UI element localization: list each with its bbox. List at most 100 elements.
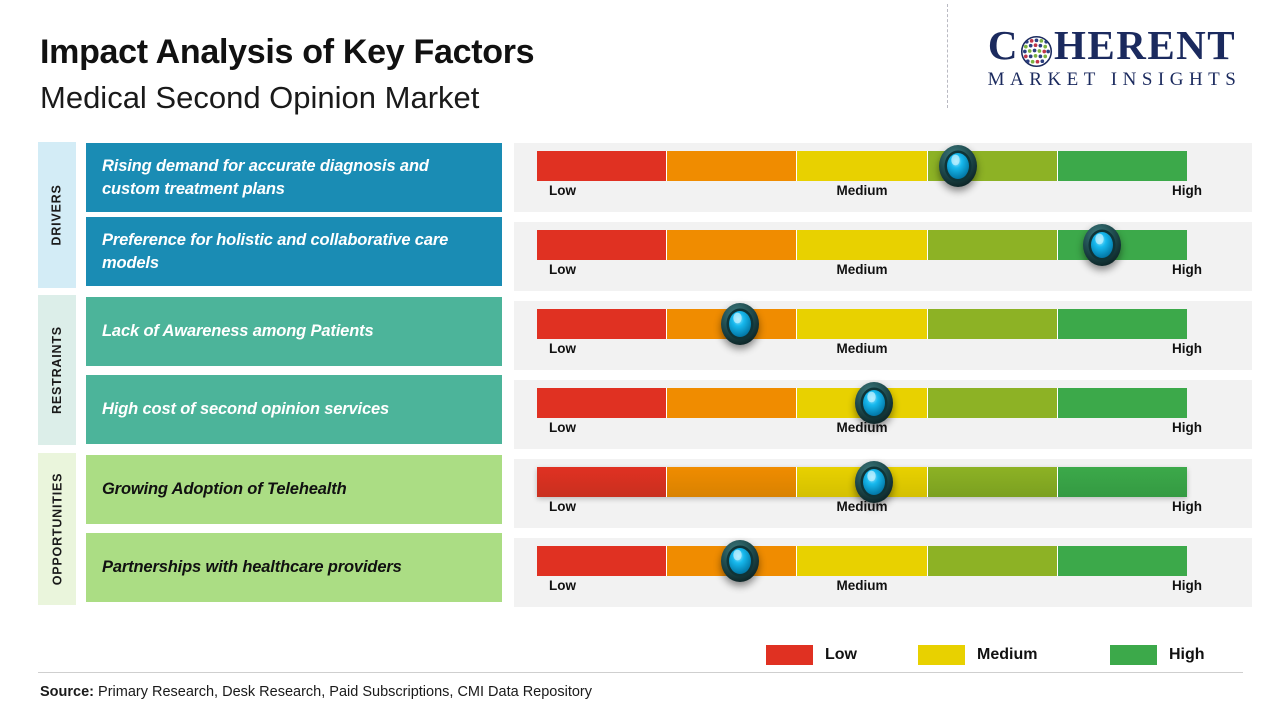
factor-label: Rising demand for accurate diagnosis and…	[102, 156, 429, 198]
legend-swatch-medium	[918, 645, 965, 665]
impact-marker[interactable]	[854, 381, 894, 425]
scale-label-high: High	[1172, 262, 1202, 277]
logo-word-rest: HERENT	[1053, 22, 1237, 68]
gauge-segment-lowmid	[667, 230, 798, 260]
scale-label-low: Low	[549, 499, 576, 514]
factor-box[interactable]: High cost of second opinion services	[86, 375, 502, 444]
impact-marker[interactable]	[854, 460, 894, 504]
gauge-segment-high	[1057, 388, 1188, 418]
legend-item-low: Low	[766, 645, 857, 665]
category-strip-opportunities: OPPORTUNITIES	[38, 453, 76, 605]
legend-label: High	[1169, 646, 1205, 663]
page-subtitle: Medical Second Opinion Market	[40, 80, 480, 115]
scale-label-low: Low	[549, 578, 576, 593]
gauge-row: Low Medium High	[514, 222, 1252, 291]
page-header: Impact Analysis of Key Factors Medical S…	[0, 0, 1280, 130]
gauge-segment-lowmid	[667, 467, 798, 497]
chart-legend: Low Medium High	[760, 645, 1210, 675]
gauge-segment-medium	[797, 151, 928, 181]
gauge-segment-low	[537, 546, 668, 576]
legend-item-medium: Medium	[918, 645, 1037, 665]
gauge-segment-low	[537, 151, 668, 181]
gauge-scale-labels: Low Medium High	[537, 499, 1202, 521]
gauge-bar	[537, 467, 1188, 497]
gauge-bar	[537, 151, 1188, 181]
factor-box[interactable]: Lack of Awareness among Patients	[86, 297, 502, 366]
company-logo: C	[962, 22, 1262, 91]
legend-swatch-low	[766, 645, 813, 665]
source-text: Primary Research, Desk Research, Paid Su…	[94, 684, 593, 700]
source-note: Source: Primary Research, Desk Research,…	[40, 684, 592, 700]
gauge-segment-midhigh	[927, 546, 1058, 576]
impact-marker[interactable]	[720, 539, 760, 583]
gauge-row: Low Medium High	[514, 301, 1252, 370]
factor-box[interactable]: Growing Adoption of Telehealth	[86, 455, 502, 524]
scale-label-medium: Medium	[836, 499, 888, 514]
gauge-segment-lowmid	[667, 388, 798, 418]
gauge-row: Low Medium High	[514, 538, 1252, 607]
title-block: Impact Analysis of Key Factors Medical S…	[40, 30, 535, 120]
category-label: DRIVERS	[50, 184, 65, 246]
legend-swatch-high	[1110, 645, 1157, 665]
category-strip-drivers: DRIVERS	[38, 142, 76, 288]
gauge-bar	[537, 388, 1188, 418]
globe-icon	[1020, 31, 1053, 67]
impact-marker[interactable]	[1082, 223, 1122, 267]
scale-label-high: High	[1172, 578, 1202, 593]
gauge-segment-midhigh	[927, 230, 1058, 260]
factor-box[interactable]: Partnerships with healthcare providers	[86, 533, 502, 602]
gauge-segment-low	[537, 467, 668, 497]
legend-label: Low	[825, 646, 857, 663]
gauge-segment-medium	[797, 309, 928, 339]
gauge-scale-labels: Low Medium High	[537, 262, 1202, 284]
gauge-segment-high	[1057, 467, 1188, 497]
footer-divider	[38, 672, 1243, 673]
impact-board: DRIVERS RESTRAINTS OPPORTUNITIES Rising …	[0, 140, 1280, 615]
gauge-segment-medium	[797, 546, 928, 576]
scale-label-high: High	[1172, 499, 1202, 514]
gauge-scale-labels: Low Medium High	[537, 420, 1202, 442]
factor-label: Lack of Awareness among Patients	[102, 322, 374, 340]
factor-label: High cost of second opinion services	[102, 400, 390, 418]
gauge-segment-midhigh	[927, 467, 1058, 497]
gauge-scale-labels: Low Medium High	[537, 183, 1202, 205]
scale-label-high: High	[1172, 341, 1202, 356]
impact-marker[interactable]	[938, 144, 978, 188]
legend-label: Medium	[977, 646, 1038, 663]
gauge-segment-lowmid	[667, 151, 798, 181]
scale-label-low: Low	[549, 341, 576, 356]
gauge-segment-medium	[797, 230, 928, 260]
scale-label-high: High	[1172, 183, 1202, 198]
legend-item-high: High	[1110, 645, 1205, 665]
scale-label-medium: Medium	[836, 420, 888, 435]
gauge-segment-midhigh	[927, 388, 1058, 418]
gauge-scale-labels: Low Medium High	[537, 341, 1202, 363]
logo-tagline: MARKET INSIGHTS	[987, 69, 1242, 90]
logo-letter-c: C	[987, 22, 1019, 68]
gauge-segment-low	[537, 309, 668, 339]
gauge-segment-low	[537, 388, 668, 418]
scale-label-medium: Medium	[836, 341, 888, 356]
gauge-segment-high	[1057, 151, 1188, 181]
impact-marker[interactable]	[720, 302, 760, 346]
scale-label-medium: Medium	[836, 578, 888, 593]
scale-label-medium: Medium	[836, 262, 888, 277]
gauge-segment-high	[1057, 230, 1188, 260]
gauge-bar	[537, 230, 1188, 260]
category-strip-restraints: RESTRAINTS	[38, 295, 76, 445]
factor-box[interactable]: Preference for holistic and collaborativ…	[86, 217, 502, 286]
scale-label-high: High	[1172, 420, 1202, 435]
scale-label-medium: Medium	[836, 183, 888, 198]
gauge-row: Low Medium High	[514, 380, 1252, 449]
gauge-row: Low Medium High	[514, 143, 1252, 212]
factor-label: Partnerships with healthcare providers	[102, 558, 402, 576]
factor-label: Growing Adoption of Telehealth	[102, 480, 347, 498]
scale-label-low: Low	[549, 262, 576, 277]
scale-label-low: Low	[549, 420, 576, 435]
source-label: Source:	[40, 684, 94, 700]
page-title: Impact Analysis of Key Factors	[40, 33, 535, 71]
scale-label-low: Low	[549, 183, 576, 198]
logo-divider	[947, 4, 948, 108]
factor-box[interactable]: Rising demand for accurate diagnosis and…	[86, 143, 502, 212]
logo-wordmark: C	[962, 22, 1262, 68]
